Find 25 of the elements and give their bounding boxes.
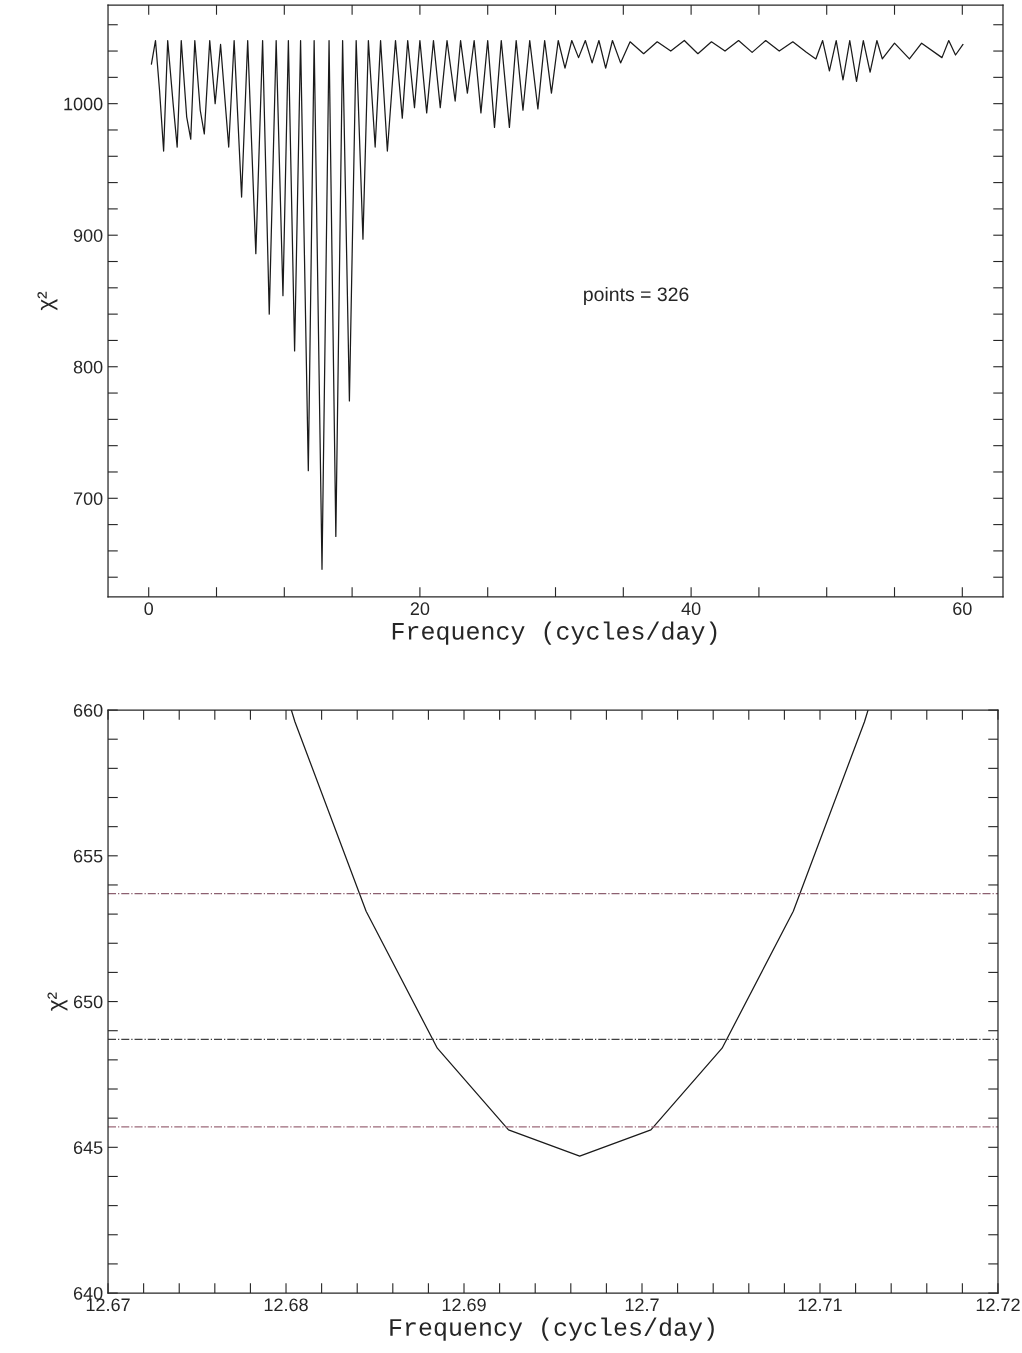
- x-tick-label: 12.71: [798, 1298, 842, 1312]
- y-tick-label: 700: [73, 492, 103, 506]
- x-tick-label: 12.72: [976, 1298, 1020, 1312]
- x-tick-label: 12.67: [86, 1298, 130, 1312]
- x-tick-label: 20: [410, 602, 430, 616]
- x-tick-label: 12.68: [264, 1298, 308, 1312]
- x-tick-label: 0: [144, 602, 154, 616]
- y-tick-label: 645: [73, 1141, 103, 1155]
- x-tick-label: 60: [953, 602, 972, 616]
- x-tick-label: 12.69: [442, 1298, 486, 1312]
- y-axis-title: χ²: [37, 291, 58, 311]
- x-tick-label: 12.7: [625, 1298, 659, 1312]
- x-tick-label: 40: [681, 602, 701, 616]
- line-series: [150, 39, 964, 570]
- y-tick-label: 800: [73, 360, 103, 374]
- y-tick-label: 660: [73, 703, 103, 717]
- x-axis-title: Frequency (cycles/day): [392, 621, 717, 645]
- y-tick-label: 655: [73, 849, 103, 863]
- y-tick-label: 900: [73, 229, 103, 242]
- y-tick-label: 640: [73, 1287, 103, 1300]
- y-axis-title: χ²: [47, 992, 68, 1011]
- annotation: points = 326: [584, 286, 689, 306]
- x-axis-title: Frequency (cycles/day): [390, 1317, 714, 1341]
- y-tick-label: 1000: [64, 97, 103, 111]
- y-tick-label: 650: [73, 995, 103, 1009]
